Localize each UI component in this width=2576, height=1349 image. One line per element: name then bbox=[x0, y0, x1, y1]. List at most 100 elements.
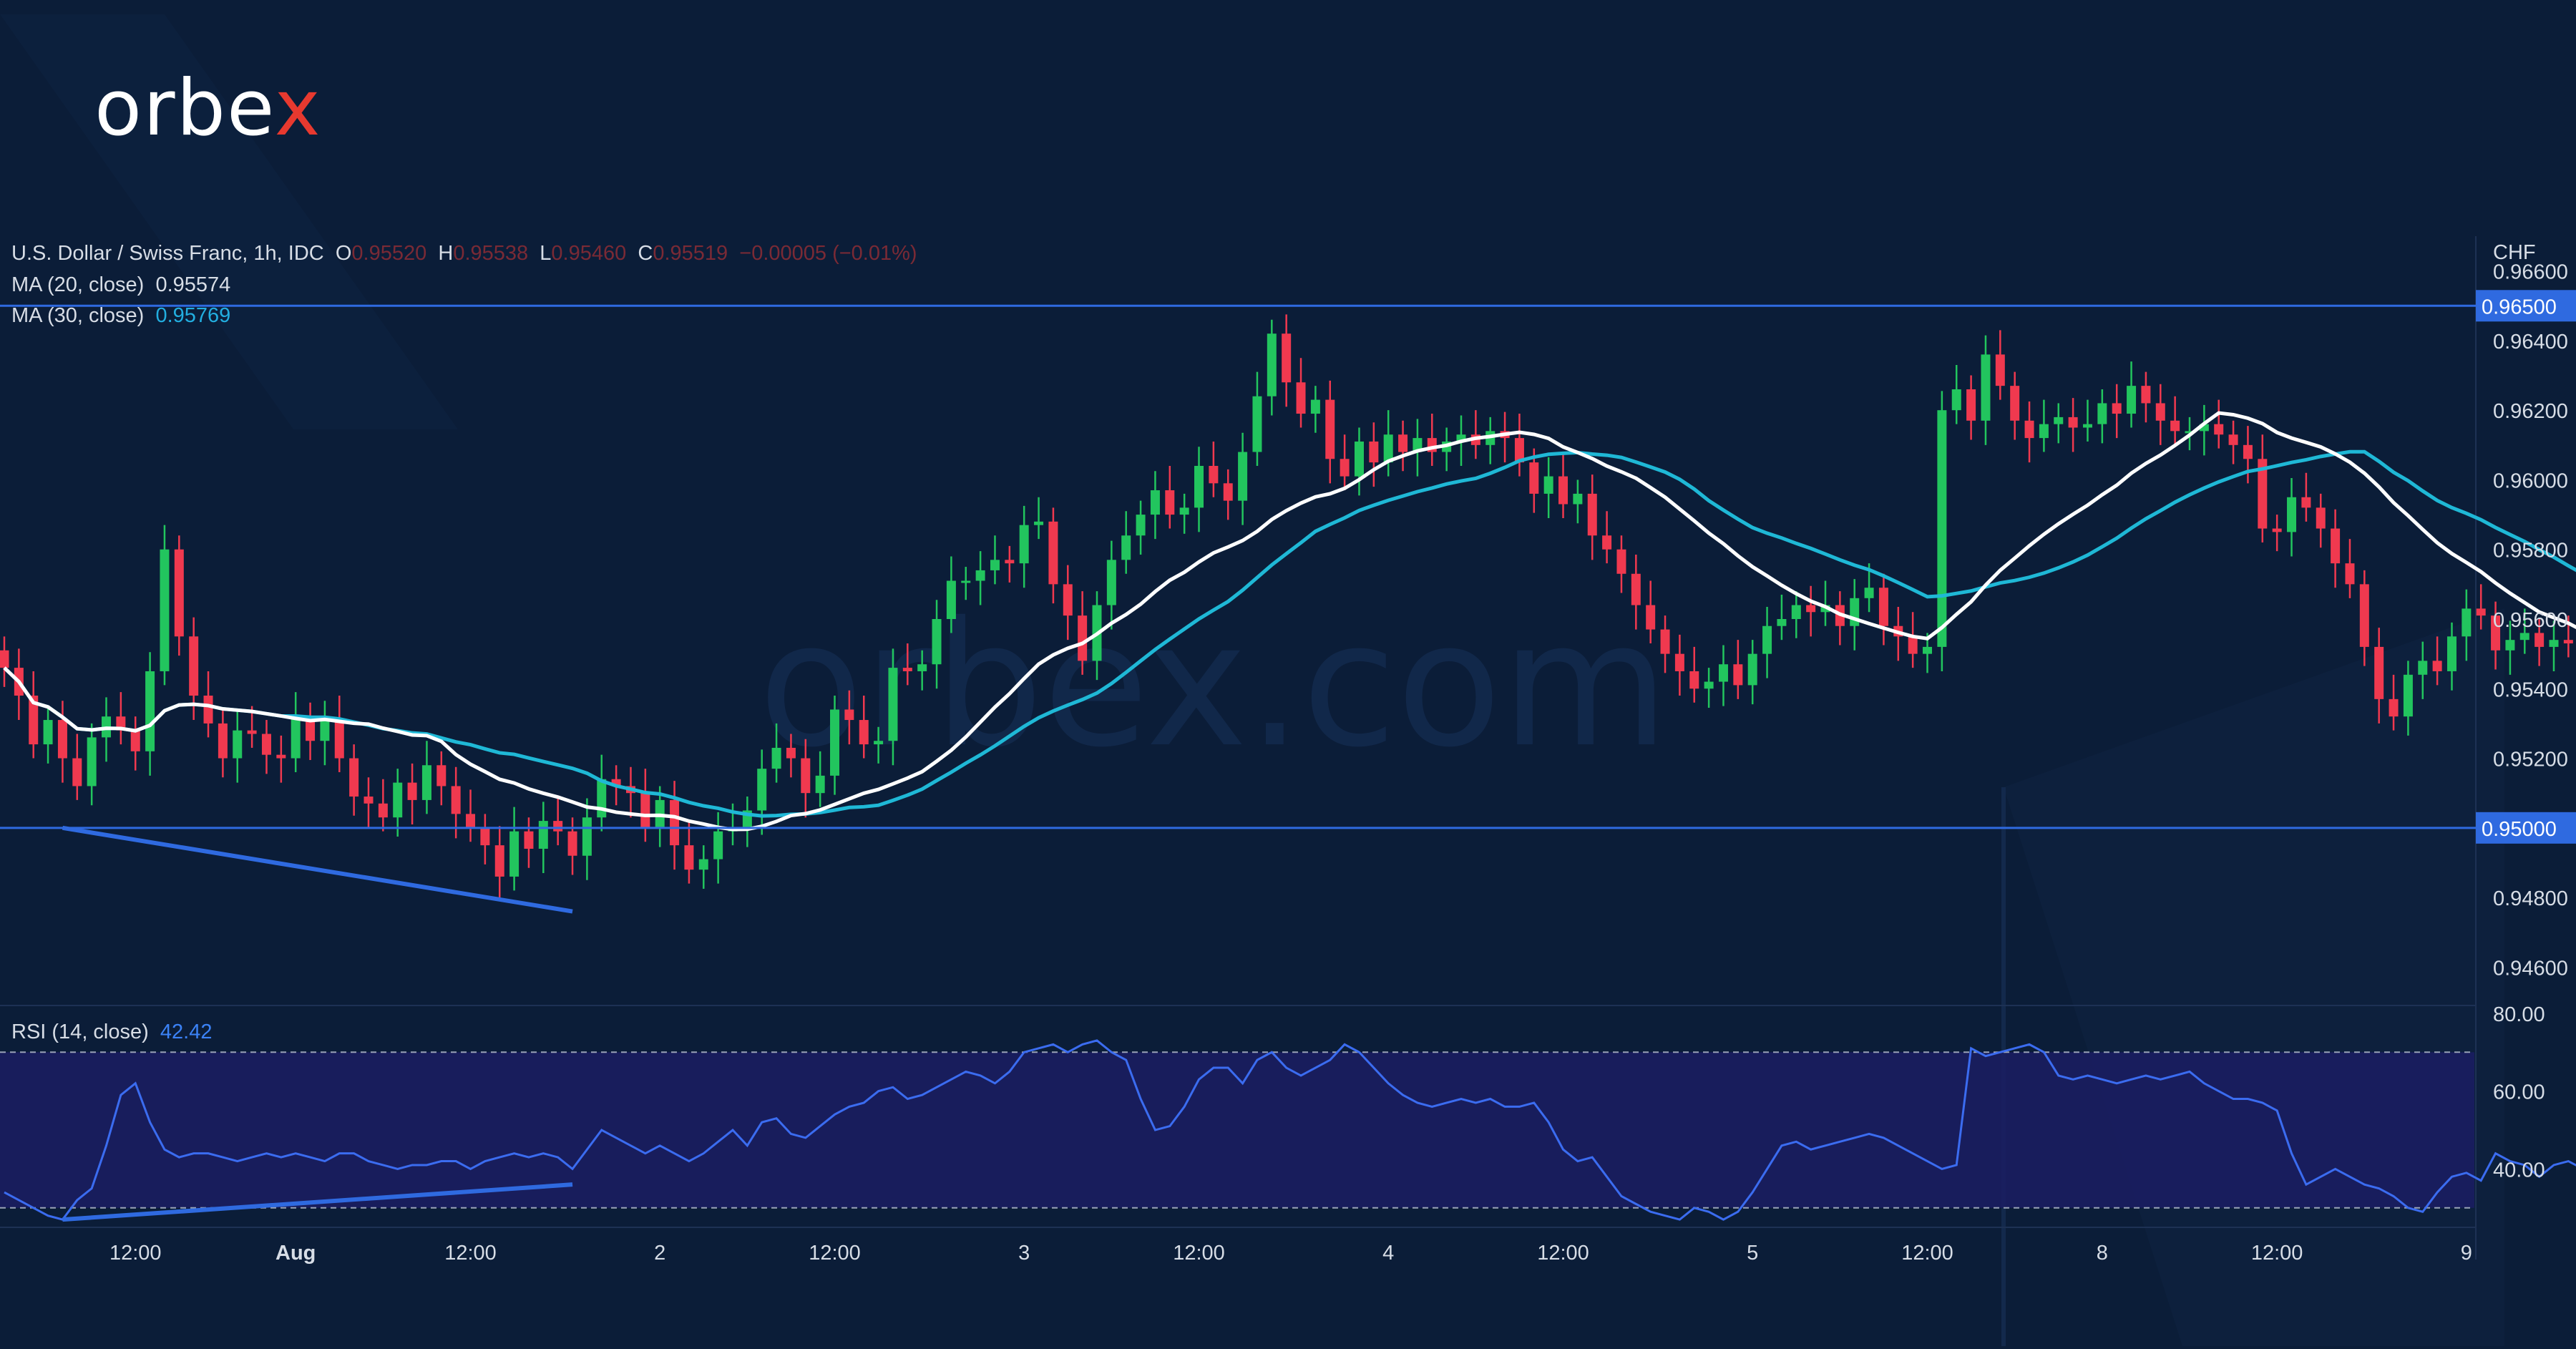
rsi-tick-label: 80.00 bbox=[2493, 1003, 2545, 1026]
candle-down bbox=[1325, 399, 1335, 459]
candle-down bbox=[2214, 424, 2224, 435]
candle-down bbox=[670, 799, 680, 846]
logo-main: orbe bbox=[94, 64, 275, 153]
candle-down bbox=[1398, 434, 1408, 452]
time-tick-label: 12:00 bbox=[1173, 1242, 1225, 1265]
candle-up bbox=[1106, 560, 1116, 605]
time-tick-label: 12:00 bbox=[444, 1242, 497, 1265]
time-tick-label: 12:00 bbox=[109, 1242, 162, 1265]
ma20-label: MA (20, close) bbox=[11, 273, 145, 296]
candle-up bbox=[771, 747, 781, 769]
candle-down bbox=[2491, 615, 2501, 651]
candle-up bbox=[1573, 493, 1583, 505]
candle-down bbox=[306, 716, 316, 741]
candle-up bbox=[1354, 441, 1364, 477]
time-tick-label: 2 bbox=[654, 1242, 665, 1265]
candle-up bbox=[815, 775, 825, 794]
candle-up bbox=[1413, 438, 1423, 452]
candle-down bbox=[2155, 403, 2165, 421]
close-value: 0.95519 bbox=[653, 242, 728, 265]
candle-down bbox=[859, 720, 869, 745]
ma30-line bbox=[3, 449, 2576, 818]
candle-down bbox=[2272, 528, 2282, 532]
candle-down bbox=[2024, 420, 2034, 439]
candle-up bbox=[2505, 640, 2515, 651]
rsi-line bbox=[4, 1039, 2576, 1221]
candle-up bbox=[2097, 403, 2107, 424]
low-value: 0.95460 bbox=[551, 242, 627, 265]
candle-up bbox=[2519, 633, 2529, 641]
legend-rsi-row: RSI (14, close) 42.42 bbox=[11, 1021, 213, 1044]
candle-up bbox=[393, 782, 403, 818]
time-tick-label: 12:00 bbox=[1537, 1242, 1589, 1265]
candle-up bbox=[87, 737, 97, 786]
candle-down bbox=[276, 754, 286, 759]
price-tick-label: 0.95800 bbox=[2493, 540, 2568, 563]
candle-up bbox=[1937, 410, 1947, 647]
candle-down bbox=[1529, 462, 1539, 494]
candle-down bbox=[2563, 640, 2573, 644]
candle-down bbox=[2432, 661, 2442, 671]
candle-down bbox=[2359, 584, 2369, 647]
candle-up bbox=[1034, 521, 1044, 525]
high-label: H bbox=[438, 242, 454, 265]
candle-down bbox=[1660, 629, 1670, 654]
candle-down bbox=[1514, 438, 1524, 463]
candle-down bbox=[466, 814, 476, 828]
rsi-band bbox=[0, 1052, 2474, 1208]
price-tick-label: 0.95200 bbox=[2493, 749, 2568, 771]
candle-down bbox=[1223, 483, 1233, 501]
candle-down bbox=[29, 696, 39, 745]
ma30-value: 0.95769 bbox=[155, 304, 231, 327]
candle-up bbox=[874, 741, 884, 745]
candle-down bbox=[553, 821, 563, 832]
candle-up bbox=[1543, 476, 1553, 494]
time-tick-label: Aug bbox=[275, 1242, 316, 1265]
logo-accent: x bbox=[274, 64, 322, 153]
candle-down bbox=[1806, 605, 1816, 613]
candle-up bbox=[917, 664, 927, 671]
candle-up bbox=[1456, 434, 1466, 442]
candle-down bbox=[1296, 382, 1306, 414]
time-tick-label: 12:00 bbox=[1901, 1242, 1953, 1265]
legend-ma30-row: MA (30, close) 0.95769 bbox=[11, 304, 230, 328]
candle-down bbox=[247, 730, 257, 734]
decor-shape bbox=[2004, 608, 2504, 1346]
candle-down bbox=[364, 797, 374, 804]
high-value: 0.95538 bbox=[453, 242, 529, 265]
orbex-logo: orbex bbox=[94, 70, 322, 147]
rsi-value: 42.42 bbox=[160, 1021, 213, 1043]
candle-up bbox=[1923, 646, 1933, 654]
candle-down bbox=[1558, 476, 1568, 505]
candle-up bbox=[1951, 389, 1961, 411]
candle-up bbox=[2418, 661, 2428, 675]
candle-up bbox=[1850, 598, 1860, 626]
candle-up bbox=[1194, 466, 1204, 508]
candle-down bbox=[334, 720, 344, 759]
candle-down bbox=[684, 845, 694, 870]
price-tick-label: 0.95400 bbox=[2493, 678, 2568, 701]
price-tick-label: 0.96000 bbox=[2493, 469, 2568, 492]
rsi-tick-label: 60.00 bbox=[2493, 1081, 2545, 1104]
candle-down bbox=[1966, 389, 1976, 421]
candle-down bbox=[2476, 608, 2486, 616]
candle-up bbox=[233, 730, 243, 759]
price-axis-unit: CHF bbox=[2493, 241, 2536, 264]
price-tick-label: 0.96200 bbox=[2493, 400, 2568, 423]
time-tick-label: 8 bbox=[2097, 1242, 2108, 1265]
candle-up bbox=[830, 709, 840, 776]
open-value: 0.95520 bbox=[351, 242, 427, 265]
candle-down bbox=[57, 720, 67, 759]
price-tick-label: 0.95600 bbox=[2493, 609, 2568, 632]
candle-down bbox=[567, 831, 577, 856]
candle-down bbox=[2374, 646, 2384, 699]
time-tick-label: 12:00 bbox=[809, 1242, 861, 1265]
candle-up bbox=[509, 831, 519, 877]
candle-down bbox=[1063, 584, 1073, 616]
candle-down bbox=[2010, 386, 2020, 421]
candle-down bbox=[218, 723, 228, 759]
candle-up bbox=[1238, 452, 1248, 501]
rsi-label: RSI (14, close) bbox=[11, 1021, 149, 1043]
candle-up bbox=[1747, 653, 1757, 686]
candle-down bbox=[1995, 354, 2005, 386]
